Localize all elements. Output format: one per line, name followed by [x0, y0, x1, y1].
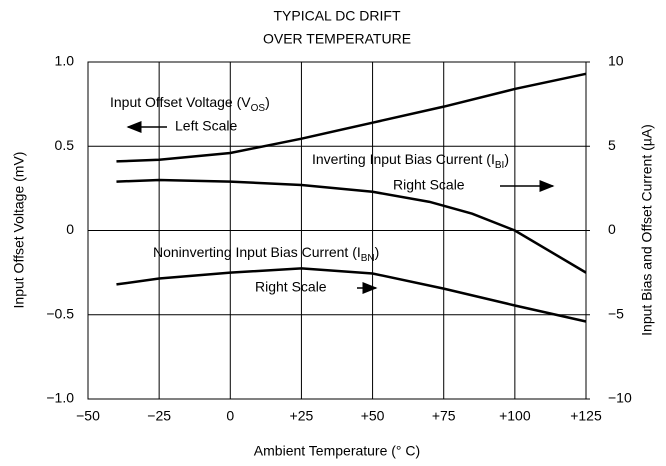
annotation: Left Scale	[175, 118, 237, 134]
x-tick-label: +25	[290, 408, 314, 424]
y-tick-label: 0.5	[55, 137, 75, 153]
annotation: Right Scale	[255, 279, 327, 295]
annotation: Right Scale	[393, 177, 465, 193]
y2-tick-label: 0	[608, 221, 616, 237]
y2-tick-label: −5	[608, 305, 624, 321]
annotation: Input Offset Voltage (VOS)	[110, 94, 270, 114]
x-tick-label: −25	[147, 408, 171, 424]
x-tick-label: +75	[432, 408, 456, 424]
series-line	[116, 72, 587, 163]
y2-tick-label: 5	[608, 137, 616, 153]
x-tick-label: +100	[499, 408, 531, 424]
series-line	[116, 178, 587, 274]
y2-axis-label: Input Bias and Offset Current (µA)	[639, 124, 655, 336]
series-line	[116, 267, 587, 323]
x-tick-label: 0	[226, 408, 234, 424]
y-tick-label: 1.0	[55, 53, 75, 69]
plot-border	[87, 61, 587, 400]
annotation: Inverting Input Bias Current (IBI)	[312, 151, 509, 171]
x-tick-label: −50	[76, 408, 100, 424]
x-tick-label: +50	[361, 408, 385, 424]
annotation: Noninverting Input Bias Current (IBN)	[153, 244, 379, 264]
y2-tick-label: −10	[608, 390, 632, 406]
chart-title: TYPICAL DC DRIFT	[273, 8, 400, 24]
y2-tick-label: 10	[608, 53, 624, 69]
chart-title: OVER TEMPERATURE	[263, 31, 411, 47]
x-tick-label: +125	[570, 408, 602, 424]
plot-area: −50 −25 0 +25 +50 +75 +100 +125−1.0−0.500.51.0−…	[46, 53, 632, 424]
y-tick-label: −1.0	[46, 390, 74, 406]
y-tick-label: 0	[66, 221, 74, 237]
y-tick-label: −0.5	[46, 305, 74, 321]
x-axis-label: Ambient Temperature (° C)	[254, 443, 420, 459]
y-axis-label: Input Offset Voltage (mV)	[11, 152, 27, 309]
